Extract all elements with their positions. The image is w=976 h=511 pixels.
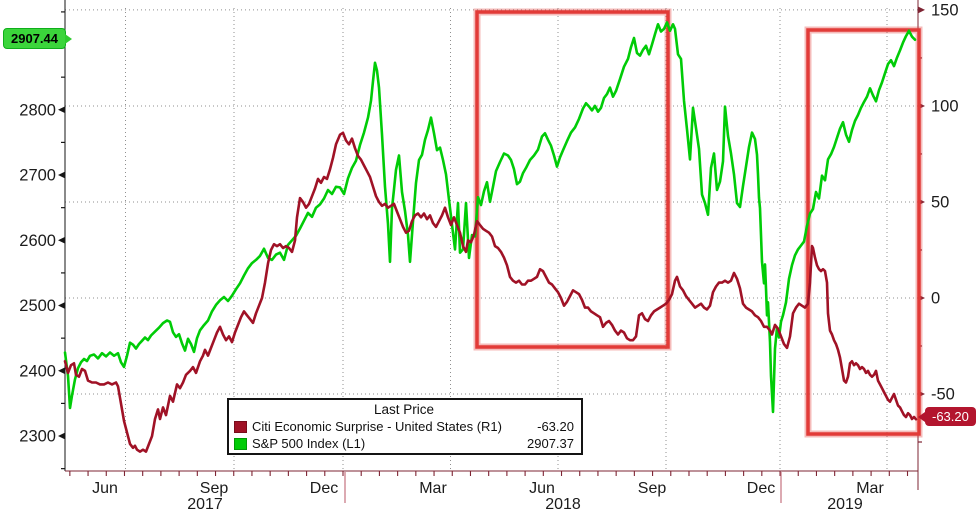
right-axis-tick-label: 50 <box>931 193 949 211</box>
x-axis-month-label: Jun <box>529 480 555 497</box>
x-axis-month-label: Mar <box>856 480 884 497</box>
left-axis-tick-label: 2600 <box>19 232 56 250</box>
x-axis-year-label: 2017 <box>187 496 223 511</box>
sp500-series-value: 2907.37 <box>527 436 574 451</box>
left-axis-tick <box>58 432 65 440</box>
x-axis-year-label: 2019 <box>827 496 863 511</box>
left-axis-tick-label: 2700 <box>19 167 56 185</box>
x-axis-month-label: Sep <box>638 480 667 497</box>
legend-row-sp500: S&P 500 Index (L1) 2907.37 <box>234 435 574 452</box>
right-axis-tick-label: 100 <box>931 97 959 115</box>
x-axis-month-label: Sep <box>200 480 229 497</box>
x-axis-month-label: Mar <box>419 480 447 497</box>
legend-title: Last Price <box>373 402 435 417</box>
citi-series-value: -63.20 <box>537 419 574 434</box>
x-axis-month-label: Dec <box>747 480 775 497</box>
right-axis-tick <box>918 6 925 14</box>
series-line-citi-surprise <box>63 131 918 453</box>
sp500-series-swatch <box>234 437 247 450</box>
left-axis-tick <box>58 171 65 179</box>
legend-row-citi: Citi Economic Surprise - United States (… <box>234 418 574 435</box>
sp500-last-price-badge: 2907.44 <box>3 28 72 49</box>
citi-last-price-badge: -63.20 <box>918 407 976 426</box>
left-axis-tick-label: 2800 <box>19 101 56 119</box>
left-axis-tick <box>58 302 65 309</box>
right-axis-tick-label: 0 <box>931 289 940 307</box>
highlight-box-2 <box>806 28 921 436</box>
left-axis-tick-label: 2500 <box>19 297 56 315</box>
legend: Last Price Citi Economic Surprise - Unit… <box>227 398 583 455</box>
citi-series-swatch <box>234 420 247 433</box>
right-axis-tick-label: -50 <box>931 385 955 403</box>
x-axis-month-label: Dec <box>310 480 338 497</box>
x-axis-year-label: 2018 <box>545 496 581 511</box>
left-axis-tick-label: 2400 <box>19 362 56 380</box>
right-axis-tick-label: 150 <box>931 1 959 19</box>
sp500-series-label: S&P 500 Index (L1) <box>252 436 366 451</box>
left-axis-tick <box>58 367 65 375</box>
highlight-box-1 <box>475 10 670 349</box>
left-axis-tick <box>58 106 65 114</box>
left-axis-tick <box>58 236 65 244</box>
citi-series-label: Citi Economic Surprise - United States (… <box>252 419 502 434</box>
x-axis-month-label: Jun <box>92 480 118 497</box>
left-axis-tick-label: 2300 <box>19 428 56 446</box>
